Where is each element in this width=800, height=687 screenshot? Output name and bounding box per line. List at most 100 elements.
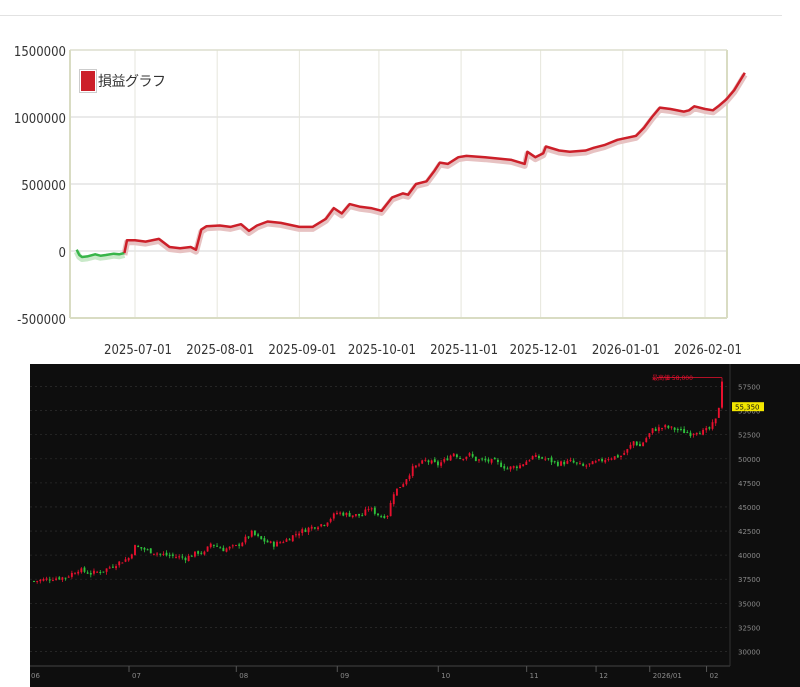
price-candle-body [642,442,645,447]
price-candle-body [392,494,395,505]
price-candle-body [515,466,518,469]
price-candle-body [411,466,414,476]
price-candle-body [474,456,477,461]
price-candle-body [127,558,130,561]
price-y-tick-label: 57500 [738,383,760,391]
price-candle-body [354,514,357,516]
price-candle-body [203,551,206,555]
price-candle-body [711,422,714,429]
price-candle-body [645,438,648,443]
price-candle-body [99,572,102,574]
price-candle-body [471,454,474,457]
price-candle-body [58,577,61,580]
price-candle-body [588,463,591,465]
price-candle-body [263,538,266,542]
price-candle-body [269,541,272,543]
price-candle-body [149,548,152,554]
price-candle-body [386,515,389,517]
price-y-tick-label: 35000 [738,600,760,608]
last-price-label: 55,350 [735,404,760,412]
price-candle-body [427,460,430,463]
price-x-tick-labels: 06 07 08 09 10 11 12 2026/01 02 [31,672,718,680]
price-candle-body [178,556,181,558]
price-candle-body [610,458,613,460]
pl-x-tick-label: 2026-01-01 [592,343,660,358]
price-x-tick-label: 12 [599,672,608,680]
price-candle-body [64,577,67,579]
last-price-tag [732,402,764,412]
price-x-tick-label: 02 [710,672,719,680]
price-candle-body [629,444,632,449]
price-candle-body [550,457,553,463]
price-candle-body [639,444,641,447]
price-candle-body [395,488,398,496]
price-candle-body [563,461,566,465]
price-y-tick-label: 55000 [738,408,760,416]
price-candle-body [481,458,484,460]
price-candle-body [648,433,651,438]
price-candle-body [70,572,73,577]
price-candle-body [165,552,168,556]
price-candle-body [42,578,45,581]
price-candle-body [613,456,616,460]
price-y-tick-labels: 57500 55000 52500 50000 47500 45000 42500 40000… [738,383,760,656]
price-candle-body [632,441,635,446]
price-candle-body [143,547,146,550]
price-candle-body [455,454,458,458]
price-candle-body [225,548,228,552]
price-candle-body [323,525,326,527]
price-candle-body [197,551,200,554]
price-candles [33,381,723,584]
pl-x-tick-labels: 2025-07-01 2025-08-01 2025-09-01 2025-10-01… [104,343,742,358]
pl-x-tick-label: 2025-10-01 [348,343,416,358]
price-candle-body [402,484,405,487]
price-candle-body [496,459,499,462]
price-y-tick-label: 37500 [738,576,760,584]
price-candle-body [670,426,673,428]
price-candle-body [137,546,140,548]
price-candle-body [493,457,496,460]
price-candle-body [503,466,506,469]
price-candle-body [683,429,686,434]
price-candle-body [304,529,307,532]
price-candle-body [414,465,417,468]
price-y-tick-label: 32500 [738,624,760,632]
price-candle-body [184,557,187,561]
price-candle-body [579,463,581,465]
pl-line-shadow [74,250,126,262]
price-candle-body [339,512,342,514]
price-candle-body [389,502,392,517]
price-x-tick-label: 11 [530,672,539,680]
price-candle-body [257,534,260,536]
price-candle-body [446,458,449,461]
price-candle-body [531,456,534,460]
price-candle-body [93,570,95,574]
price-candle-body [364,509,367,516]
price-candle-body [358,513,361,516]
price-candle-body [484,458,487,461]
price-candle-body [680,429,682,431]
price-candle-body [604,460,607,463]
price-candle-body [370,508,373,510]
price-y-tick-label: 52500 [738,432,760,440]
price-candle-body [115,566,117,569]
price-candle-body [279,542,282,544]
price-candle-body [209,543,212,548]
price-candle-body [519,465,521,469]
price-x-tick-label: 07 [132,672,141,680]
pl-plot-frame [69,49,728,319]
price-candle-body [121,562,124,564]
price-candle-body [673,427,676,430]
pl-y-tick-labels: 1500000 1000000 500000 0 -500000 [14,45,66,328]
price-annotations: 最高値 58,000 55,350 [652,374,764,412]
pl-y-tick-label: 1000000 [14,112,66,127]
price-candle-body [190,555,193,557]
pl-y-tick-label: 1500000 [14,45,66,60]
price-candle-body [89,572,92,575]
price-candle-body [478,459,480,461]
price-candle-body [534,455,537,458]
price-candle-body [336,512,338,515]
price-candle-body [282,542,285,544]
price-candle-body [547,458,550,460]
